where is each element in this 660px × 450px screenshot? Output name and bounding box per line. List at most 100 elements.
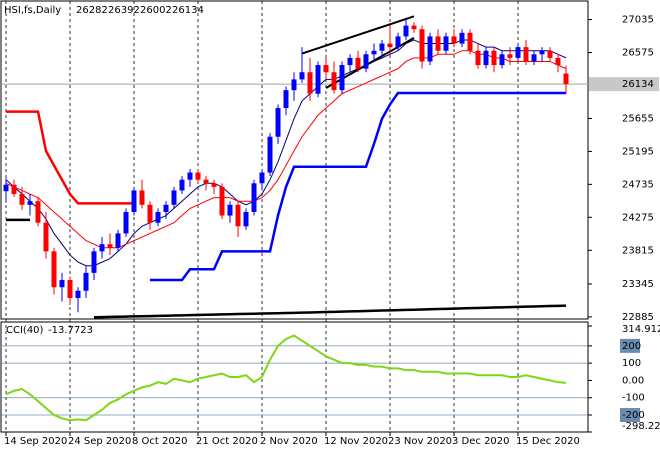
- candle-body: [299, 72, 305, 80]
- y-tick-label: 23345: [622, 279, 654, 290]
- candle-body: [3, 184, 9, 192]
- high-value: 26392: [108, 5, 140, 16]
- candle-body: [291, 79, 297, 91]
- x-tick-label: 24 Sep 2020: [68, 436, 131, 447]
- candle-body: [107, 244, 113, 248]
- candle-body: [531, 54, 537, 62]
- x-tick-label: 8 Oct 2020: [132, 436, 187, 447]
- candle-body: [451, 36, 457, 44]
- candle-body: [483, 50, 489, 66]
- candle-body: [371, 50, 377, 55]
- candle-body: [115, 233, 121, 248]
- y-tick-label: 25195: [622, 146, 654, 157]
- candle-body: [11, 184, 17, 195]
- candle-body: [355, 57, 361, 69]
- candle-body: [555, 57, 561, 66]
- candle-body: [507, 54, 513, 58]
- candle-body: [547, 50, 553, 58]
- low-value: 26002: [140, 5, 172, 16]
- candle-body: [187, 172, 193, 180]
- y-tick-label: 200: [622, 341, 641, 352]
- candle-body: [155, 211, 161, 223]
- candle-body: [331, 72, 337, 91]
- indicator-line: [93, 304, 567, 319]
- cci-pane: [0, 321, 589, 433]
- open-value: 26282: [76, 5, 108, 16]
- x-tick-label: 2 Nov 2020: [260, 436, 318, 447]
- candle-body: [411, 25, 417, 30]
- candle-body: [427, 36, 433, 62]
- cci-title: CCI(40): [6, 325, 44, 336]
- candle-body: [379, 43, 385, 51]
- candle-body: [419, 29, 425, 62]
- candle-body: [99, 244, 105, 252]
- y-tick-label: 25655: [622, 113, 654, 124]
- candle-body: [339, 65, 345, 91]
- x-tick-label: 14 Sep 2020: [4, 436, 67, 447]
- main-pane: [0, 0, 589, 320]
- candle-body: [267, 136, 273, 173]
- candle-body: [171, 190, 177, 205]
- candle-body: [443, 36, 449, 51]
- price-box: [589, 77, 659, 92]
- candle-body: [227, 204, 233, 216]
- candle-body: [243, 211, 249, 227]
- candle-body: [123, 211, 129, 234]
- candle-body: [203, 179, 209, 184]
- x-tick-label: 23 Nov 2020: [388, 436, 452, 447]
- y-tick-label: 24735: [622, 179, 654, 190]
- candle-body: [275, 108, 281, 137]
- level-box: [620, 408, 640, 423]
- y-tick-label: 26575: [622, 48, 654, 59]
- cci-line: [5, 334, 567, 422]
- cci-value: -13.7723: [48, 325, 93, 336]
- y-tick-label: 27035: [622, 15, 654, 26]
- candle-body: [19, 194, 25, 205]
- candle-body: [179, 179, 185, 191]
- candle-body: [475, 50, 481, 66]
- candle-body: [435, 36, 441, 51]
- candle-body: [283, 90, 289, 109]
- candle-body: [195, 172, 201, 180]
- x-tick-label: 12 Nov 2020: [324, 436, 388, 447]
- candle-body: [235, 204, 241, 227]
- candle-body: [515, 47, 521, 58]
- close-value: 26134: [172, 5, 204, 16]
- candle-body: [147, 204, 153, 223]
- candle-body: [315, 65, 321, 94]
- candle-body: [395, 36, 401, 48]
- candle-body: [91, 251, 97, 273]
- candle-body: [307, 72, 313, 94]
- y-tick-label: -100: [622, 393, 645, 404]
- candle-body: [467, 32, 473, 51]
- candle-body: [51, 251, 57, 288]
- y-tick-label: 100: [622, 358, 641, 369]
- y-tick-label: 0.00: [622, 375, 644, 386]
- candle-body: [363, 54, 369, 69]
- indicator-line: [5, 39, 567, 267]
- candle-body: [459, 32, 465, 44]
- candle-body: [139, 190, 145, 205]
- y-tick-label: 314.9128: [622, 324, 660, 335]
- candle-body: [539, 50, 545, 55]
- chart-title: HSI,fs,Daily: [4, 5, 61, 16]
- candle-body: [387, 43, 393, 48]
- candle-body: [491, 50, 497, 66]
- candle-body: [83, 272, 89, 291]
- candle-body: [43, 222, 49, 252]
- trend-line: [301, 15, 415, 55]
- candle-body: [35, 201, 41, 223]
- y-tick-label: -298.227: [622, 421, 660, 432]
- candle-body: [163, 204, 169, 212]
- indicator-line: [6, 110, 134, 205]
- candle-body: [211, 183, 217, 187]
- x-tick-label: 21 Oct 2020: [196, 436, 258, 447]
- candle-body: [323, 65, 329, 73]
- candle-body: [403, 25, 409, 37]
- candle-body: [27, 201, 33, 205]
- price-label: 26134: [622, 79, 654, 90]
- candle-body: [219, 186, 225, 216]
- y-tick-label: 24275: [622, 212, 654, 223]
